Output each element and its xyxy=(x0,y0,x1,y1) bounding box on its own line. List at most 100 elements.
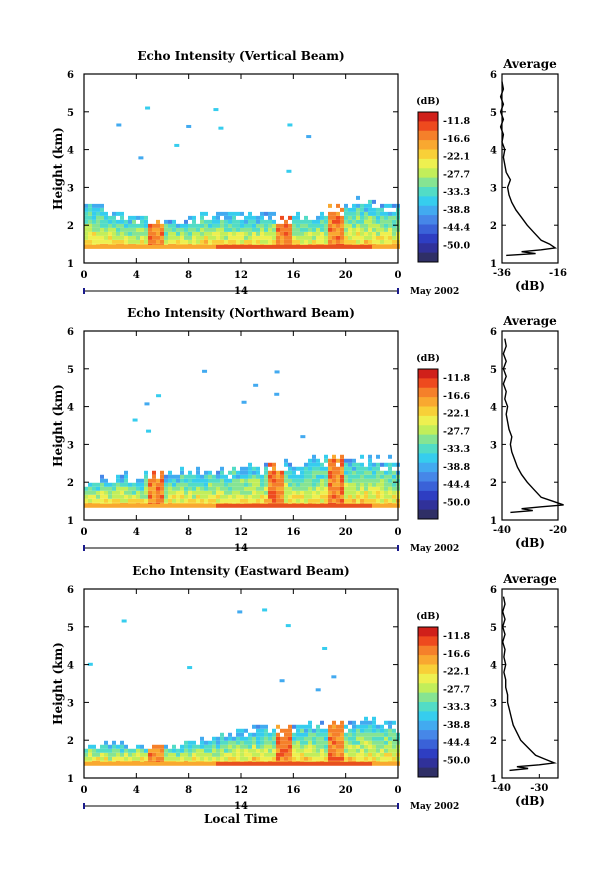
heatmap-cell xyxy=(176,474,180,479)
heatmap-cell xyxy=(272,728,276,733)
heatmap-cell xyxy=(152,478,156,483)
heatmap-cell xyxy=(220,219,224,224)
heatmap-cell xyxy=(240,478,244,483)
heatmap-cell xyxy=(276,223,280,228)
heatmap-cell xyxy=(380,219,384,224)
heatmap-cell xyxy=(140,239,144,244)
heatmap-cell xyxy=(360,490,364,495)
heatmap-cell xyxy=(384,720,388,725)
heatmap-cell xyxy=(272,756,276,761)
base-layer-cell xyxy=(260,761,264,766)
heatmap-cell xyxy=(116,494,120,499)
heatmap-cell xyxy=(388,740,392,745)
heatmap-cell xyxy=(200,231,204,236)
heatmap-cell xyxy=(380,203,384,208)
heatmap-cell xyxy=(388,219,392,224)
heatmap-cell xyxy=(316,752,320,757)
colorbar-segment xyxy=(418,187,438,197)
heatmap-cell xyxy=(128,756,132,761)
heatmap-cell xyxy=(324,219,328,224)
heatmap-cell xyxy=(220,235,224,240)
heatmap-cell xyxy=(312,732,316,737)
profile-x-tick-label: -40 xyxy=(493,525,511,536)
heatmap-cell xyxy=(312,740,316,745)
heatmap-cell xyxy=(336,466,340,471)
heatmap-cell xyxy=(104,740,108,745)
base-layer-cell xyxy=(116,761,120,766)
heatmap-cell xyxy=(384,744,388,749)
heatmap-cell xyxy=(364,486,368,491)
heatmap-cell xyxy=(240,486,244,491)
heatmap-cell xyxy=(88,211,92,216)
base-layer-cell xyxy=(348,761,352,766)
heatmap-cell xyxy=(252,215,256,220)
heatmap-cell xyxy=(152,223,156,228)
heatmap-cell xyxy=(128,239,132,244)
heatmap-cell xyxy=(204,231,208,236)
heatmap-cell xyxy=(340,235,344,240)
x-tick-label: 0 xyxy=(81,785,88,796)
heatmap-cell xyxy=(308,462,312,467)
heatmap-cell xyxy=(140,482,144,487)
heatmap-cell xyxy=(344,211,348,216)
heatmap-cell xyxy=(264,227,268,232)
heatmap-cell xyxy=(344,752,348,757)
base-layer-cell xyxy=(308,761,312,766)
heatmap-cell xyxy=(212,219,216,224)
heatmap-cell xyxy=(280,482,284,487)
heatmap-cell xyxy=(196,486,200,491)
echo-speck xyxy=(237,610,243,614)
base-layer-cell xyxy=(336,761,340,766)
heatmap-cell xyxy=(168,748,172,753)
heatmap-cell xyxy=(84,215,88,220)
base-layer-cell xyxy=(168,761,172,766)
heatmap-cell xyxy=(304,478,308,483)
heatmap-cell xyxy=(340,239,344,244)
heatmap-cell xyxy=(184,486,188,491)
heatmap-cell xyxy=(364,744,368,749)
heatmap-cell xyxy=(392,474,396,479)
heatmap-cell xyxy=(372,474,376,479)
heatmap-cell xyxy=(312,235,316,240)
heatmap-cell xyxy=(96,239,100,244)
heatmap-cell xyxy=(324,454,328,459)
heatmap-cell xyxy=(240,752,244,757)
heatmap-cell xyxy=(372,466,376,471)
base-layer-cell xyxy=(180,244,184,249)
heatmap-cell xyxy=(376,756,380,761)
heatmap-cell xyxy=(120,482,124,487)
heatmap-cell xyxy=(156,744,160,749)
heatmap-cell xyxy=(348,494,352,499)
heatmap-cell xyxy=(364,235,368,240)
heatmap-cell xyxy=(140,227,144,232)
heatmap-cell xyxy=(348,231,352,236)
heatmap-cell xyxy=(388,239,392,244)
heatmap-cell xyxy=(340,490,344,495)
heatmap-cell xyxy=(392,756,396,761)
heatmap-cell xyxy=(380,490,384,495)
heatmap-cell xyxy=(372,498,376,503)
heatmap-cell xyxy=(308,736,312,741)
heatmap-cell xyxy=(336,239,340,244)
echo-speck xyxy=(121,619,127,623)
echo-speck xyxy=(285,624,291,628)
heatmap-cell xyxy=(344,219,348,224)
base-layer-cell xyxy=(320,244,324,249)
day-label: 14 xyxy=(234,543,248,554)
y-tick-label: 3 xyxy=(67,183,74,194)
heatmap-cell xyxy=(368,231,372,236)
colorbar-segment xyxy=(418,177,438,188)
heatmap-cell xyxy=(376,748,380,753)
base-layer-cell xyxy=(276,244,280,249)
base-layer-cell xyxy=(360,503,364,508)
heatmap-cell xyxy=(372,462,376,467)
heatmap-cell xyxy=(176,478,180,483)
heatmap-cell xyxy=(160,752,164,757)
base-layer-cell xyxy=(280,244,284,249)
heatmap-cell xyxy=(252,724,256,729)
heatmap-cell xyxy=(144,486,148,491)
heatmap-cell xyxy=(100,223,104,228)
heatmap-cell xyxy=(184,235,188,240)
heatmap-cell xyxy=(300,478,304,483)
heatmap-cell xyxy=(120,756,124,761)
